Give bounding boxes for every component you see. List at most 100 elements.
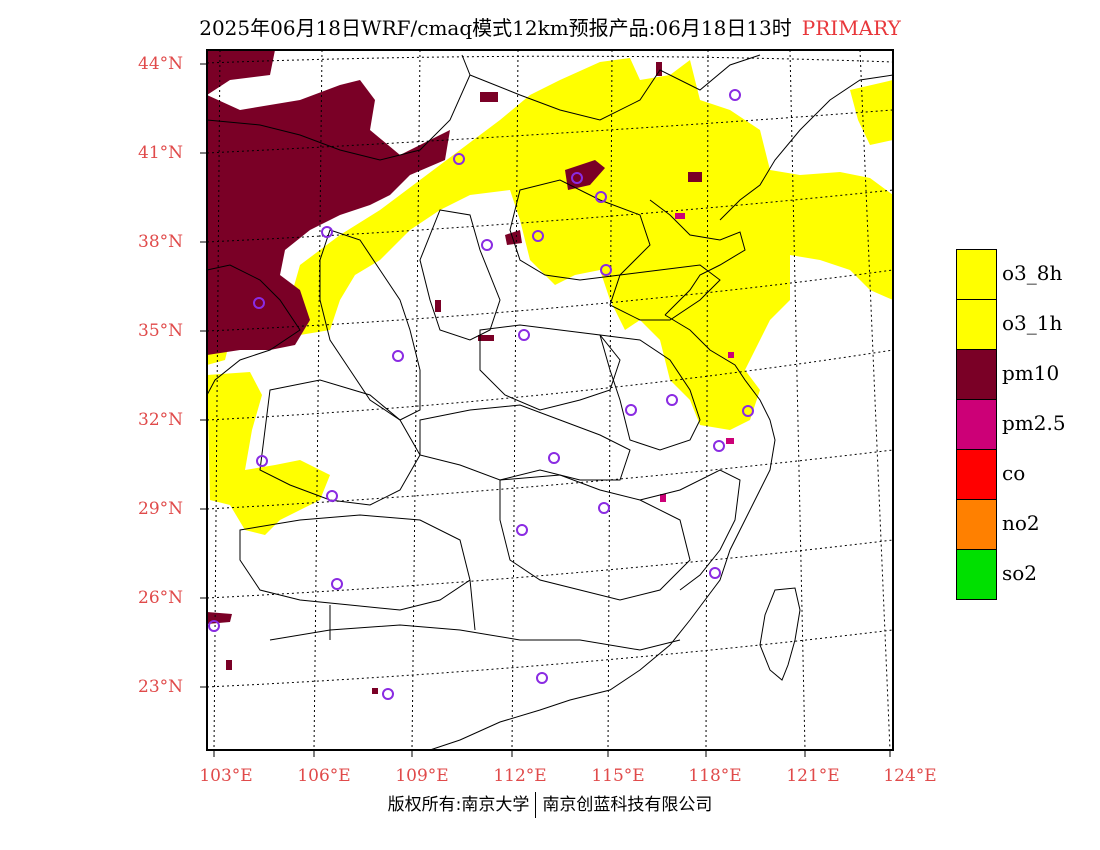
lat-label: 41°N [138, 143, 184, 163]
station-marker [548, 452, 560, 464]
boundary-hubei [419, 404, 631, 481]
legend-label: o3_8h [1002, 261, 1063, 285]
boundary-henan [479, 324, 621, 411]
pm10-cell [226, 660, 232, 670]
copyright-right: 南京创蓝科技有限公司 [542, 795, 713, 815]
pm10-cell [372, 688, 378, 694]
legend-swatch [956, 549, 997, 600]
pm10-patch-hebei [505, 230, 522, 245]
boundary-guizhou-yunnan [239, 514, 471, 611]
pm10-cell [480, 92, 498, 102]
boundary-inner-mongolia [207, 54, 761, 161]
legend-item-o3-8h: o3_8h [956, 249, 1096, 300]
meridian-112 [511, 50, 519, 750]
o3-region-north [290, 58, 893, 430]
legend-swatch [956, 299, 997, 350]
pm25-cell [660, 494, 666, 502]
station-marker [453, 153, 465, 165]
pm10-region-northwest [207, 50, 450, 355]
pollutant-legend: o3_8h o3_1h pm10 pm2.5 co no2 so2 [956, 249, 1096, 600]
copyright-footer: 版权所有:南京大学 南京创蓝科技有限公司 [0, 790, 1100, 818]
lon-label: 124°E [883, 766, 937, 786]
parallel-32 [207, 349, 893, 421]
lon-label: 121°E [786, 766, 840, 786]
legend-label: so2 [1002, 561, 1038, 585]
boundary-east-coast [429, 314, 776, 750]
map-title-main: 2025年06月18日WRF/cmaq模式12km预报产品:06月18日13时 [199, 16, 792, 40]
legend-swatch [956, 399, 997, 450]
legend-swatch [956, 249, 997, 300]
legend-item-co: co [956, 449, 1096, 500]
boundary-hunan-jiangxi [499, 474, 691, 601]
admin-boundaries [207, 54, 893, 750]
station-marker [536, 672, 548, 684]
station-marker [518, 329, 530, 341]
copyright-left: 版权所有:南京大学 [387, 795, 530, 815]
station-marker [256, 455, 268, 467]
meridian-106 [313, 50, 323, 750]
lat-label: 38°N [138, 232, 184, 252]
pm10-cell [656, 62, 662, 76]
legend-item-o3-1h: o3_1h [956, 299, 1096, 350]
station-marker [516, 524, 528, 536]
lat-label: 29°N [138, 499, 184, 519]
lat-label: 44°N [138, 54, 184, 74]
boundary-guangdong-guangxi [269, 579, 681, 651]
map-title-tag: PRIMARY [801, 16, 901, 40]
legend-label: pm10 [1002, 361, 1060, 385]
boundary-taiwan [759, 587, 801, 681]
legend-swatch [956, 499, 997, 550]
station-marker [532, 230, 544, 242]
station-marker [625, 404, 637, 416]
lon-label: 109°E [395, 766, 449, 786]
legend-item-no2: no2 [956, 499, 1096, 550]
station-marker [481, 239, 493, 251]
legend-item-pm25: pm2.5 [956, 399, 1096, 450]
legend-label: o3_1h [1002, 311, 1063, 335]
lon-label: 118°E [688, 766, 742, 786]
legend-swatch [956, 449, 997, 500]
legend-label: pm2.5 [1002, 411, 1066, 435]
lon-label: 106°E [297, 766, 351, 786]
footer-divider [535, 792, 537, 818]
lat-label: 26°N [138, 588, 184, 608]
boundary-zhejiang-fujian [639, 469, 741, 591]
parallel-26 [207, 539, 893, 599]
pm25-cell [728, 352, 734, 358]
meridian-118 [705, 50, 709, 750]
meridian-103 [213, 50, 221, 750]
meridian-121 [789, 50, 806, 750]
pm-cell-layer [226, 62, 734, 694]
boundary-coast-northeast [719, 74, 893, 221]
lat-label: 35°N [138, 321, 184, 341]
legend-item-pm10: pm10 [956, 349, 1096, 400]
station-marker [326, 490, 338, 502]
o3-region-northeast [850, 80, 893, 145]
station-marker [666, 394, 678, 406]
graticule [207, 50, 893, 750]
boundary-sichuan-chongqing [259, 379, 421, 506]
station-marker [208, 620, 220, 632]
boundary-qinghai-gansu [207, 264, 301, 396]
boundary-shandong [609, 264, 721, 321]
legend-label: co [1002, 461, 1026, 485]
station-marker [382, 688, 394, 700]
station-marker [713, 440, 725, 452]
pm10-cell [478, 335, 494, 341]
meridian-115 [607, 50, 613, 750]
meridian-124 [859, 50, 891, 750]
station-marker [709, 567, 721, 579]
meridian-109 [411, 50, 421, 750]
station-marker [253, 297, 265, 309]
lon-label: 103°E [199, 766, 253, 786]
station-marker [321, 226, 333, 238]
station-layer [208, 89, 754, 700]
station-marker [331, 578, 343, 590]
boundary-anhui-jiangsu [599, 334, 701, 451]
station-marker [742, 405, 754, 417]
boundary-shanxi [419, 209, 501, 341]
station-marker [571, 172, 583, 184]
station-marker [595, 191, 607, 203]
map-frame [206, 49, 894, 751]
pm25-cell [726, 438, 734, 444]
